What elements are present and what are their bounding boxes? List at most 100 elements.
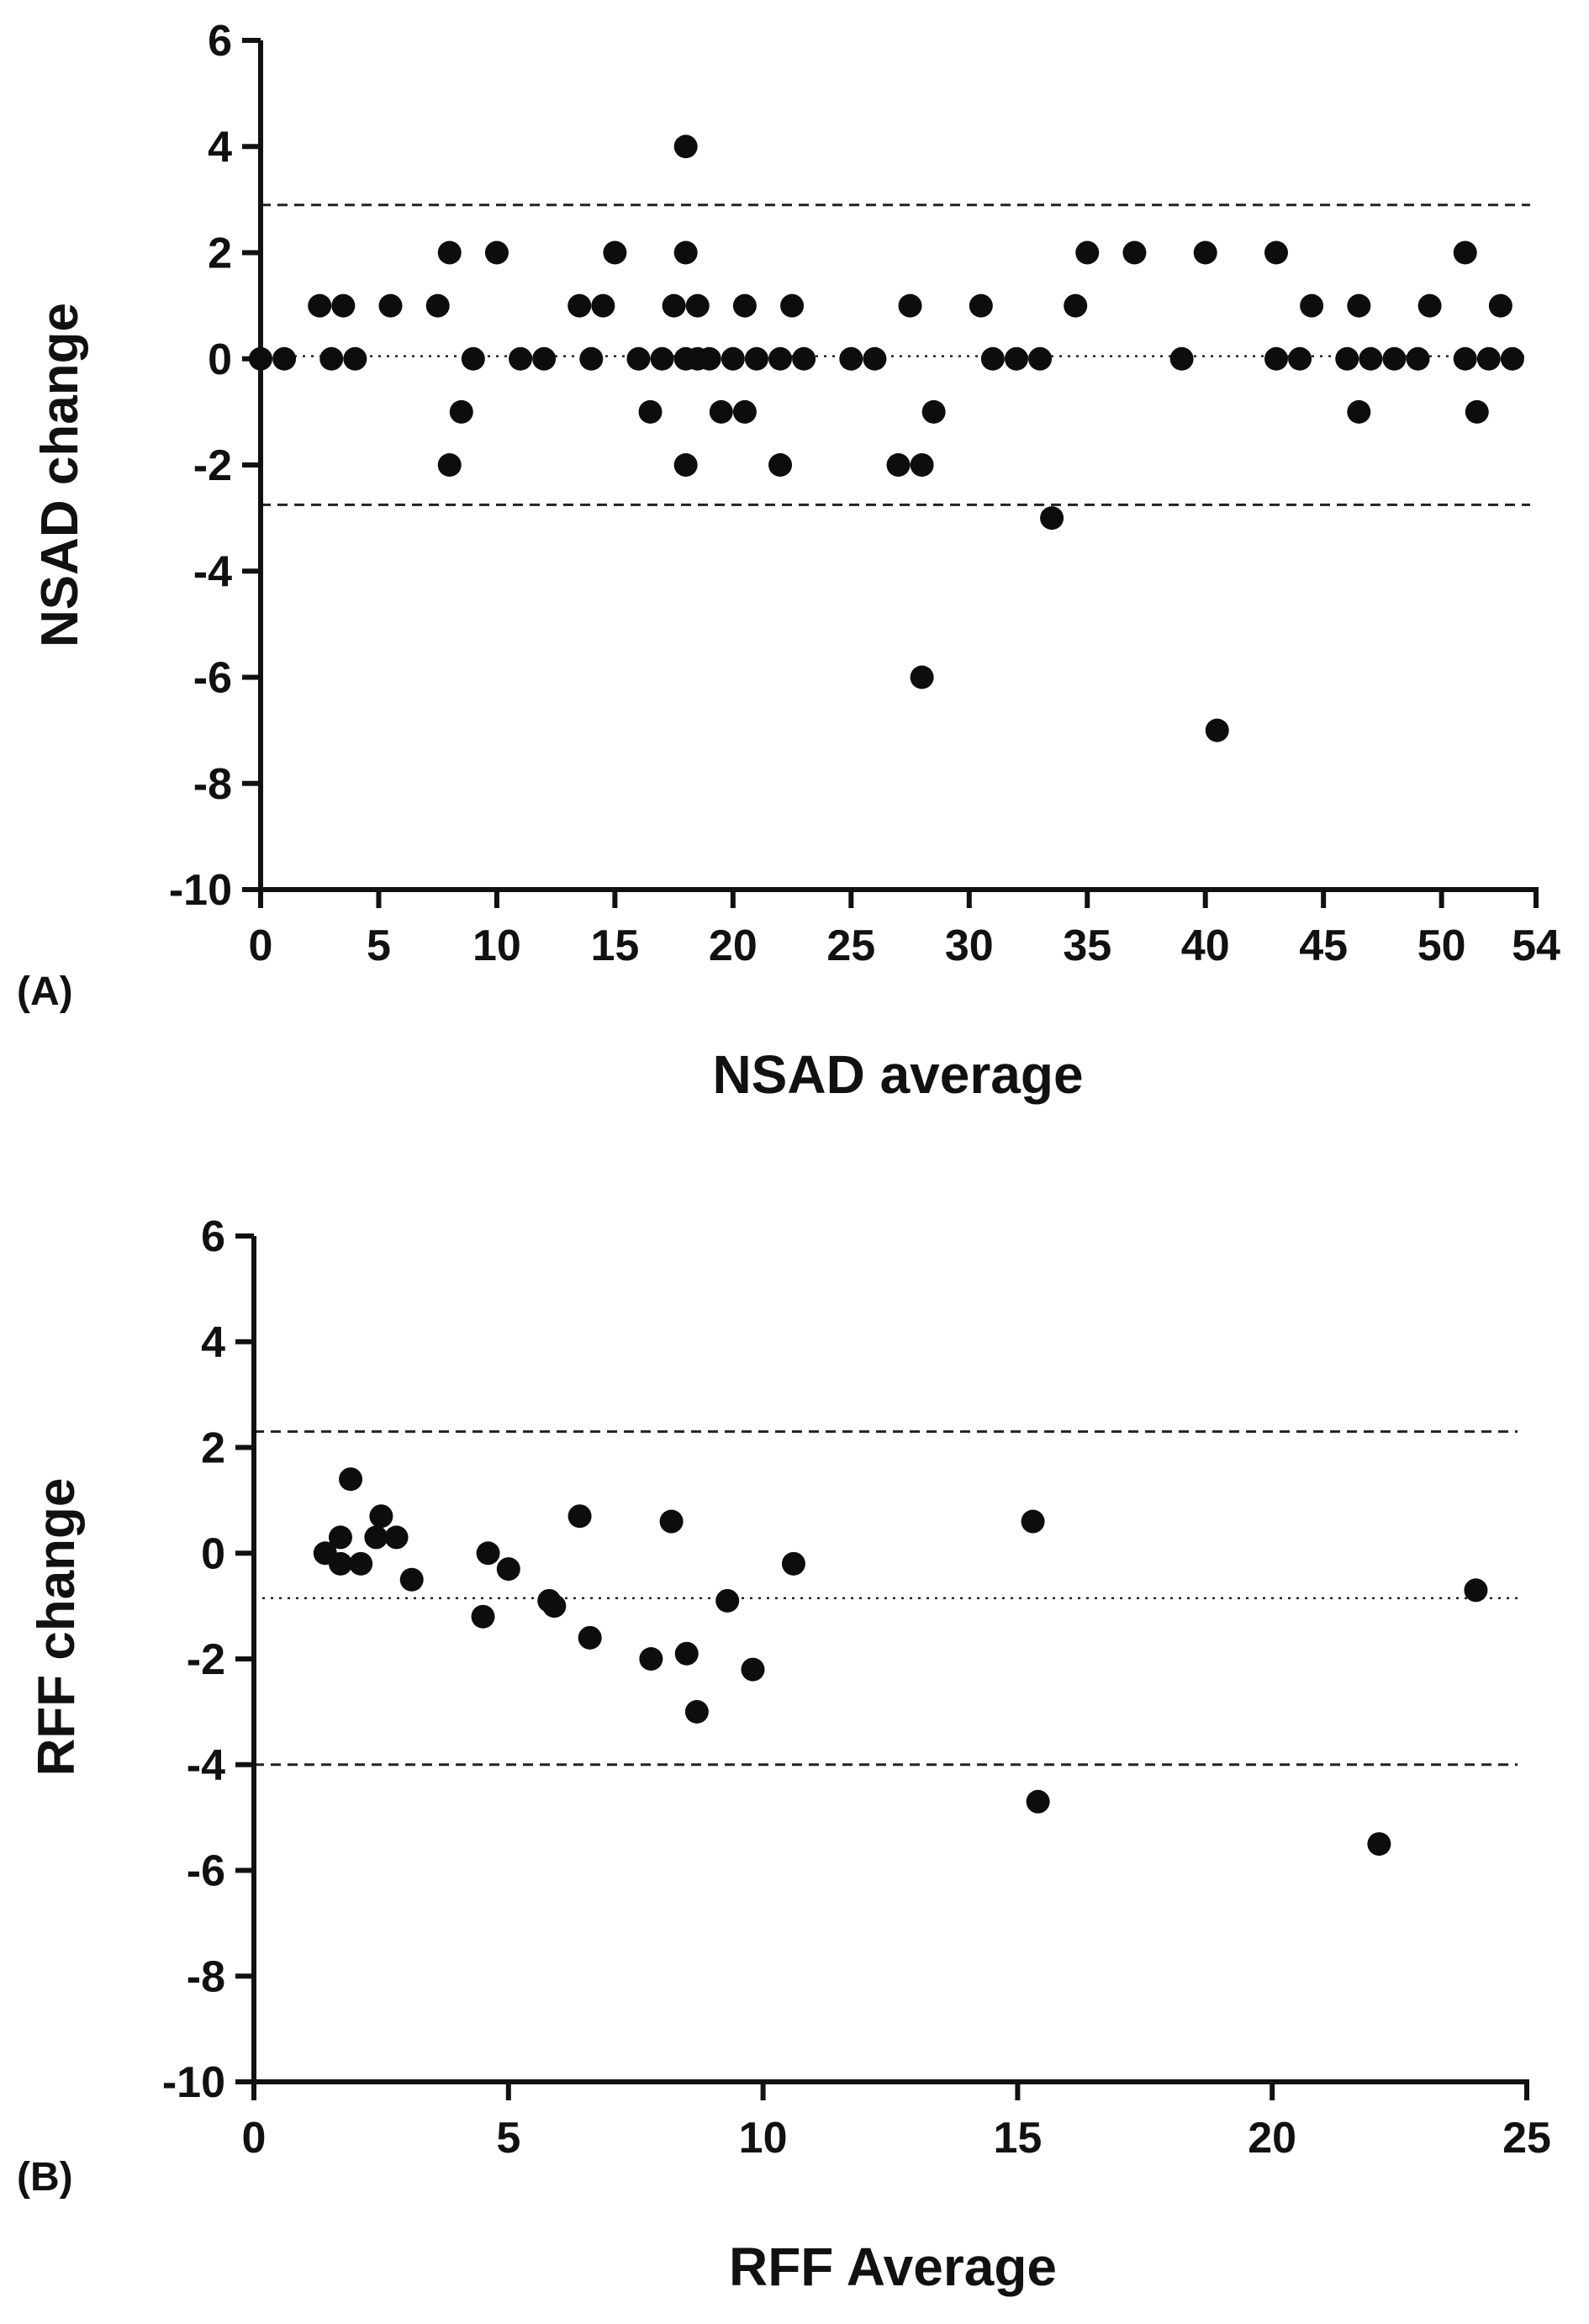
panel-a-data-point <box>331 293 356 318</box>
panel-b-axes <box>251 1236 1529 2084</box>
panel-a-data-point <box>1488 293 1512 318</box>
panel-b-data-point <box>741 1657 765 1682</box>
panel-a-data-point <box>437 453 462 477</box>
panel-a: -10 -8 -6 -4 -2 0 2 4 6 0 5 10 15 20 25 30 35 40 45 50 54 N… <box>17 17 1560 1105</box>
panel-b-x-tick-label: 0 <box>242 2114 267 2163</box>
panel-a-data-point <box>1500 346 1524 371</box>
panel-a-x-tick-label: 54 <box>1512 922 1560 970</box>
panel-a-x-axis-label: NSAD average <box>712 1044 1083 1105</box>
panel-a-data-point <box>732 293 757 318</box>
panel-b-x-ticks: 0 5 10 15 20 25 <box>242 2082 1551 2163</box>
panel-a-data-point <box>910 665 934 689</box>
panel-b-data-point <box>1021 1509 1045 1534</box>
panel-b-data-point <box>578 1625 602 1650</box>
panel-a-data-point <box>744 346 768 371</box>
panel-a-data-point <box>1382 346 1407 371</box>
panel-b-x-tick-label: 5 <box>496 2114 520 2163</box>
panel-a-y-tick-label: 2 <box>208 230 232 278</box>
panel-a-data-point <box>1122 240 1147 265</box>
panel-b-data-point <box>715 1588 740 1613</box>
panel-a-data-point <box>1064 293 1088 318</box>
panel-a-data-point <box>1264 240 1288 265</box>
panel-a-y-ticks: -10 -8 -6 -4 -2 0 2 4 6 <box>169 17 261 915</box>
panel-a-data-point <box>1004 346 1028 371</box>
panel-a-data-point <box>308 293 332 318</box>
panel-b-y-tick-label: 6 <box>201 1212 225 1261</box>
panel-b-y-ticks: -10 -8 -6 -4 -2 0 2 4 6 <box>162 1212 254 2107</box>
panel-a-data-point <box>1300 293 1324 318</box>
panel-a-data-point <box>319 346 344 371</box>
panel-a-data-point <box>249 346 272 371</box>
panel-b-y-tick-label: -4 <box>187 1741 225 1790</box>
panel-b-y-tick-label: 2 <box>201 1424 225 1473</box>
panel-a-data-point <box>673 240 698 265</box>
panel-a-data-point <box>1288 346 1312 371</box>
panel-a-x-tick-label: 40 <box>1181 922 1230 970</box>
panel-a-data-point <box>721 346 745 371</box>
panel-a-data-point <box>449 399 473 424</box>
panel-a-data-point <box>437 240 462 265</box>
panel-a-data-point <box>1417 293 1442 318</box>
panel-b-data-point <box>1464 1578 1488 1603</box>
panel-a-x-ticks: 0 5 10 15 20 25 30 35 40 45 50 54 <box>249 890 1560 970</box>
panel-b-y-tick-label: 4 <box>201 1318 225 1367</box>
panel-b-x-axis-label: RFF Average <box>729 2237 1057 2297</box>
panel-a-data-point <box>1205 718 1229 742</box>
panel-b-data-point <box>328 1551 352 1576</box>
panel-a-data-point <box>969 293 993 318</box>
panel-a-data-point <box>650 346 674 371</box>
panel-a-data-point <box>685 293 710 318</box>
panel-a-x-tick-label: 20 <box>709 922 758 970</box>
panel-a-data-point <box>792 346 816 371</box>
panel-a-data-point <box>921 399 946 424</box>
panel-a-y-tick-label: -8 <box>193 760 232 809</box>
panel-a-data-point <box>532 346 557 371</box>
panel-b-x-tick-label: 20 <box>1248 2114 1296 2163</box>
panel-b-data-point <box>369 1504 393 1529</box>
panel-b-data-point <box>496 1557 520 1582</box>
panel-b-data-point <box>568 1504 592 1529</box>
panel-a-y-tick-label: -10 <box>169 866 232 915</box>
panel-b-data-point <box>674 1641 699 1666</box>
panel-a-data-point <box>886 453 911 477</box>
panel-b-y-tick-label: 0 <box>201 1529 225 1578</box>
panel-a-data-point <box>1335 346 1359 371</box>
panel-b-data-point <box>639 1647 663 1671</box>
panel-a-data-point <box>673 135 698 159</box>
panel-a-data-point <box>1347 399 1371 424</box>
panel-b-data-point <box>328 1525 352 1550</box>
panel-b-data-point <box>471 1604 495 1629</box>
panel-a-y-tick-label: 6 <box>208 17 232 66</box>
panel-a-data-point <box>780 293 805 318</box>
panel-a-data-point <box>839 346 863 371</box>
panel-a-data-point <box>1453 346 1477 371</box>
panel-a-data-point <box>378 293 403 318</box>
panel-b-label: (B) <box>17 2155 73 2200</box>
panel-a-data-point <box>898 293 922 318</box>
panel-a-x-tick-label: 5 <box>367 922 391 970</box>
panel-b-data-point <box>384 1525 409 1550</box>
panel-a-data-point <box>272 346 297 371</box>
panel-a-data-point <box>1193 240 1217 265</box>
panel-a-y-axis-label: NSAD change <box>31 303 89 647</box>
panel-a-data-point <box>425 293 450 318</box>
panel-a-y-tick-label: -6 <box>193 654 232 703</box>
panel-a-data-point <box>1169 346 1194 371</box>
panel-a-data-point <box>1476 346 1501 371</box>
panel-a-y-tick-label: 0 <box>208 335 232 384</box>
panel-a-data-point <box>1347 293 1371 318</box>
panel-a-x-tick-label: 25 <box>826 922 875 970</box>
panel-a-x-tick-label: 30 <box>945 922 994 970</box>
panel-a-data-point <box>1075 240 1100 265</box>
panel-a-data-point <box>662 293 686 318</box>
panel-b-data-point <box>364 1525 388 1550</box>
panel-a-data-point <box>343 346 367 371</box>
panel-b-reference-lines <box>254 1430 1518 1767</box>
panel-a-x-tick-label: 45 <box>1299 922 1348 970</box>
panel-b-y-tick-label: -2 <box>187 1635 225 1684</box>
panel-a-data-point <box>626 346 651 371</box>
panel-b-data-point <box>399 1567 424 1592</box>
panel-b-data-point <box>1367 1832 1391 1857</box>
panel-b-y-axis-label: RFF change <box>28 1478 86 1777</box>
panel-b-data-point <box>659 1509 684 1534</box>
